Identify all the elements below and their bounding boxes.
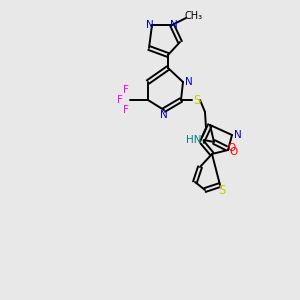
- Text: N: N: [160, 110, 168, 120]
- Text: F: F: [123, 85, 129, 95]
- Text: N: N: [146, 20, 154, 30]
- Text: F: F: [123, 105, 129, 115]
- Text: O: O: [230, 147, 238, 157]
- Text: S: S: [218, 184, 226, 196]
- Text: HN: HN: [186, 135, 202, 145]
- Text: N: N: [170, 20, 178, 30]
- Text: N: N: [234, 130, 242, 140]
- Text: F: F: [117, 95, 123, 105]
- Text: N: N: [185, 77, 193, 87]
- Text: CH₃: CH₃: [185, 11, 203, 21]
- Text: S: S: [193, 94, 201, 106]
- Text: O: O: [227, 143, 235, 153]
